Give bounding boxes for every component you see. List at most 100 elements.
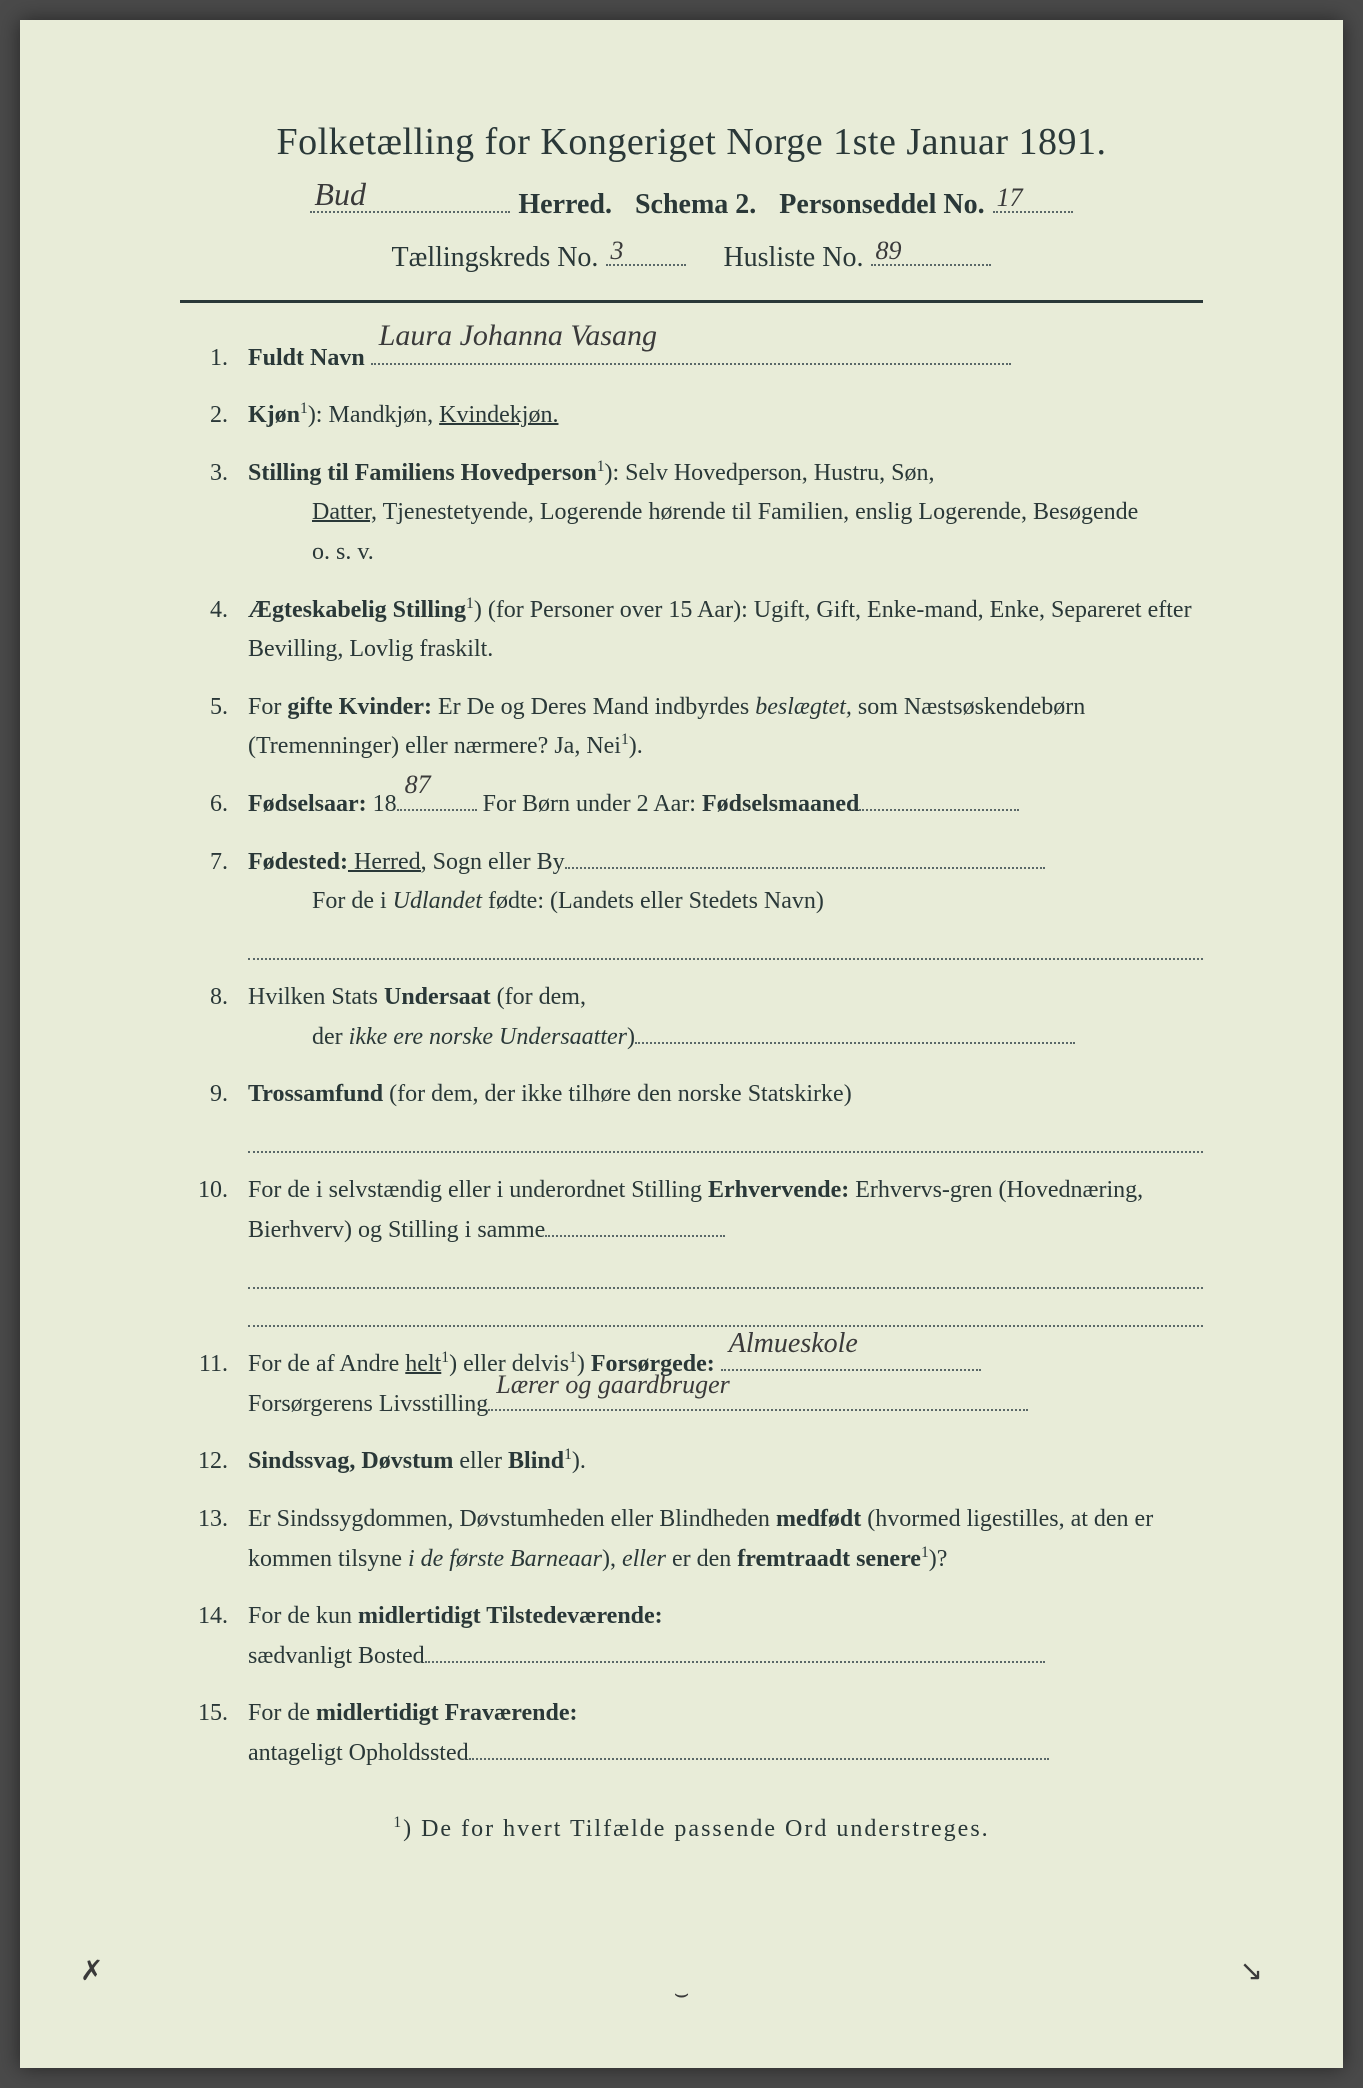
sup: 1 [621, 731, 629, 748]
line2-rest: ) [627, 1024, 635, 1050]
item-body: For de kun midlertidigt Tilstedeværende:… [248, 1597, 1203, 1676]
prefix: For [248, 694, 287, 720]
label2: fremtraadt senere [737, 1546, 921, 1572]
item-num: 5. [184, 688, 228, 767]
page-title: Folketælling for Kongeriget Norge 1ste J… [180, 120, 1203, 164]
item-body: Hvilken Stats Undersaat (for dem, der ik… [248, 978, 1203, 1057]
item-5: 5. For gifte Kvinder: Er De og Deres Man… [184, 688, 1203, 767]
occupation-field [545, 1213, 725, 1237]
item-body: For gifte Kvinder: Er De og Deres Mand i… [248, 688, 1203, 767]
label: medfødt [776, 1506, 861, 1532]
line3: o. s. v. [248, 533, 1203, 573]
underlined: Herred, [348, 849, 427, 875]
item-9: 9. Trossamfund (for dem, der ikke tilhør… [184, 1075, 1203, 1153]
prefix: For de af Andre [248, 1351, 405, 1377]
prefix: Hvilken Stats [248, 984, 384, 1010]
item-7: 7. Fødested: Herred, Sogn eller By For d… [184, 843, 1203, 961]
item-body: Ægteskabelig Stilling1) (for Personer ov… [248, 591, 1203, 670]
name-handwritten: Laura Johanna Vasang [379, 311, 657, 361]
rest4: )? [929, 1546, 948, 1572]
item-11: 11. For de af Andre helt1) eller delvis1… [184, 1345, 1203, 1424]
personseddel-no: 17 [997, 183, 1023, 213]
underlined: Kvindekjøn. [439, 402, 558, 428]
mark-right: ↘ [1240, 1954, 1263, 1988]
italic1: beslægtet, [755, 694, 852, 720]
label: midlertidigt Tilstedeværende: [358, 1603, 663, 1629]
sup: 1 [597, 458, 605, 475]
personseddel-field: 17 [993, 182, 1073, 213]
item-body: For de midlertidigt Fraværende: antageli… [248, 1694, 1203, 1773]
line2: For de i Udlandet fødte: (Landets eller … [248, 882, 1203, 922]
item-body: Kjøn1): Mandkjøn, Kvindekjøn. [248, 396, 1203, 436]
label2: Blind [508, 1448, 564, 1474]
header-row-1: Bud Herred. Schema 2. Personseddel No. 1… [180, 182, 1203, 221]
mark-center: ⌣ [674, 1981, 690, 2008]
herred-handwritten: Bud [314, 176, 366, 213]
divider [180, 300, 1203, 303]
rest: (for dem, der ikke tilhøre den norske St… [383, 1081, 852, 1107]
label: Fødselsaar: [248, 791, 367, 817]
citizen-field [635, 1020, 1075, 1044]
sup: 1 [921, 1544, 929, 1561]
rest: Er De og Deres Mand indbyrdes [432, 694, 755, 720]
rest: Sogn eller By [427, 849, 565, 875]
hw1: Almueskole [729, 1321, 858, 1367]
footnote-sup: 1 [393, 1814, 403, 1831]
label: Fuldt Navn [248, 345, 365, 371]
line2-rest: Tjenestetyende, Logerende hørende til Fa… [377, 499, 1138, 525]
item-num: 15. [184, 1694, 228, 1773]
item-num: 12. [184, 1442, 228, 1482]
mark-left: ✗ [80, 1954, 103, 1988]
schema-label: Schema 2. [635, 189, 756, 221]
under1: helt [405, 1351, 441, 1377]
item-num: 1. [184, 339, 228, 379]
item-num: 13. [184, 1500, 228, 1579]
line2-prefix: For de i [312, 888, 393, 914]
item-num: 14. [184, 1597, 228, 1676]
prefix: For de kun [248, 1603, 358, 1629]
sup: 1 [564, 1446, 572, 1463]
year-field: 87 [397, 787, 477, 811]
herred-field: Bud [310, 182, 510, 213]
italic1: i de første Barneaar [408, 1546, 602, 1572]
husliste-label: Husliste No. [723, 242, 863, 274]
sup: 1 [466, 595, 474, 612]
dotted-full-2 [248, 1289, 1203, 1327]
item-num: 11. [184, 1345, 228, 1424]
item-num: 8. [184, 978, 228, 1057]
item-4: 4. Ægteskabelig Stilling1) (for Personer… [184, 591, 1203, 670]
item-12: 12. Sindssvag, Døvstum eller Blind1). [184, 1442, 1203, 1482]
sup1: 1 [441, 1349, 449, 1366]
item-body: Er Sindssygdommen, Døvstumheden eller Bl… [248, 1500, 1203, 1579]
underlined-datter: Datter, [312, 499, 377, 525]
line2-prefix: der [312, 1024, 349, 1050]
label: Trossamfund [248, 1081, 383, 1107]
year-prefix: 18 [367, 791, 397, 817]
rest3: er den [666, 1546, 737, 1572]
taellingskreds-field: 3 [606, 235, 686, 266]
item-6: 6. Fødselsaar: 1887 For Børn under 2 Aar… [184, 785, 1203, 825]
item-num: 4. [184, 591, 228, 670]
provider-field: Lærer og gaardbruger [488, 1387, 1028, 1411]
item-num: 2. [184, 396, 228, 436]
label: Undersaat [384, 984, 491, 1010]
item-body: Stilling til Familiens Hovedperson1): Se… [248, 454, 1203, 573]
rest1: ): Selv Hovedperson, Hustru, Søn, [605, 460, 935, 486]
item-num: 10. [184, 1171, 228, 1327]
mid: eller [453, 1448, 508, 1474]
year-hw: 87 [405, 764, 431, 807]
item-num: 6. [184, 785, 228, 825]
dotted-full-1 [248, 1250, 1203, 1288]
taellingskreds-no: 3 [610, 236, 623, 266]
line2: der ikke ere norske Undersaatter) [248, 1018, 1203, 1058]
taellingskreds-label: Tællingskreds No. [392, 242, 599, 274]
item-num: 3. [184, 454, 228, 573]
label: midlertidigt Fraværende: [316, 1700, 578, 1726]
line2-italic: Udlandet [393, 888, 482, 914]
item-10: 10. For de i selvstændig eller i underor… [184, 1171, 1203, 1327]
name-field: Laura Johanna Vasang [371, 341, 1011, 365]
dotted-full [248, 1115, 1203, 1153]
item-1: 1. Fuldt Navn Laura Johanna Vasang [184, 339, 1203, 379]
herred-label: Herred. [518, 189, 612, 221]
month-field [859, 787, 1019, 811]
